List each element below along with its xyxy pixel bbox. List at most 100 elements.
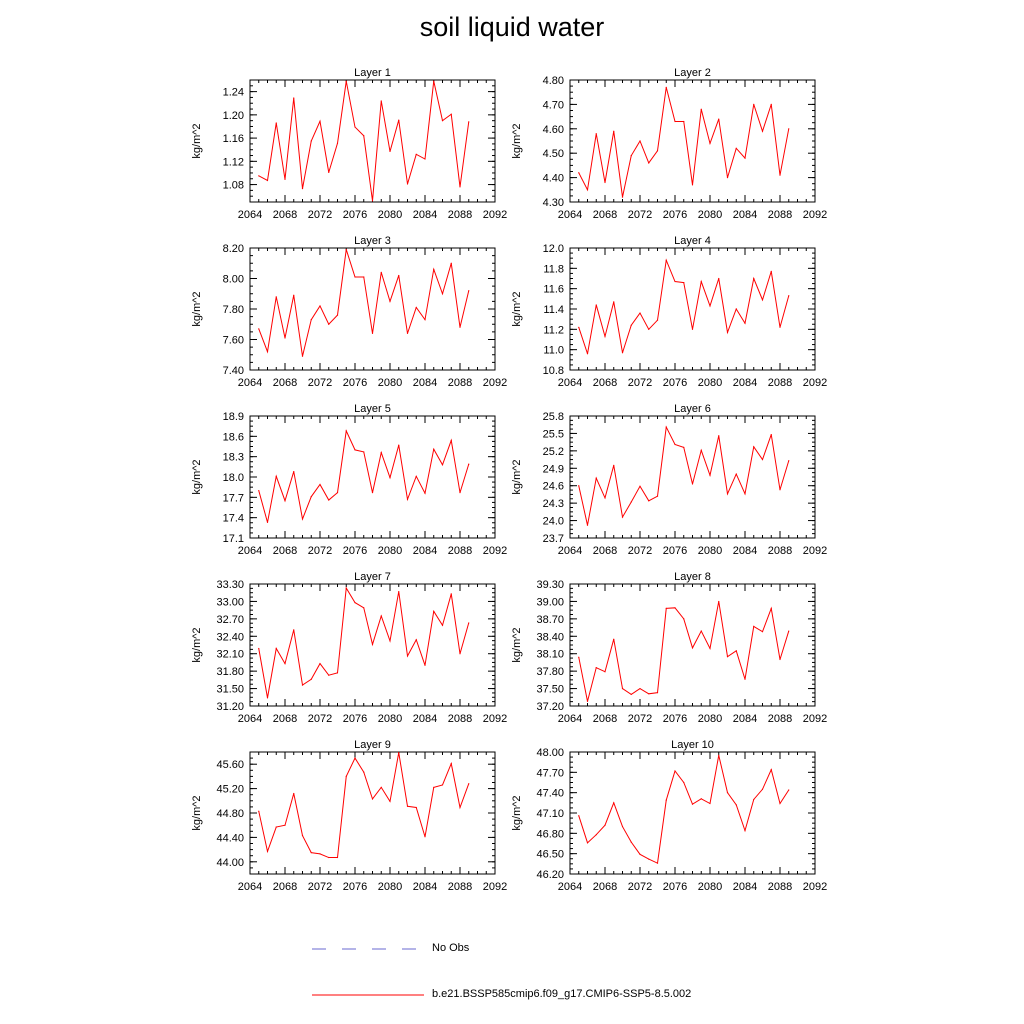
data-point [683,281,685,284]
data-point [735,804,737,806]
data-point [459,653,461,655]
panel-title: Layer 3 [354,235,391,247]
x-tick-label: 2084 [413,713,437,725]
x-tick-label: 2072 [628,545,652,557]
y-tick-label: 8.00 [223,274,244,286]
x-tick-label: 2064 [558,881,582,893]
data-point [639,853,641,855]
data-point [468,622,470,624]
plot-frame [249,751,496,875]
data-point [753,798,755,801]
data-point [380,615,382,617]
x-tick-label: 2092 [483,545,507,557]
data-point [380,452,382,454]
data-point [683,618,685,620]
series-line [578,87,790,198]
plot-frame [569,247,816,371]
x-tick-label: 2092 [483,713,507,725]
data-point [389,300,391,302]
y-tick-label: 24.9 [543,463,564,475]
data-point [354,601,356,604]
y-tick-label: 38.70 [536,614,564,626]
data-point [665,607,667,610]
plot-frame [569,751,816,875]
y-tick-label: 46.50 [536,849,564,861]
data-point [648,500,650,502]
x-tick-label: 2084 [733,377,757,389]
legend-model-label: b.e21.BSSP585cmip6.f09_g17.CMIP6-SSP5-8.… [432,988,692,1000]
data-point [674,770,676,772]
x-tick-label: 2072 [308,209,332,221]
y-tick-label: 31.80 [216,666,244,678]
data-point [275,296,277,298]
x-tick-label: 2068 [273,881,297,893]
y-tick-label: 10.8 [543,365,564,377]
data-point [770,433,772,436]
x-tick-label: 2084 [733,545,757,557]
data-point [450,593,452,595]
data-point [674,443,676,446]
data-point [319,305,321,307]
y-tick-label: 18.9 [223,411,244,423]
data-point [735,473,737,475]
data-point [293,629,295,631]
y-axis-label: kg/m^2 [191,459,203,494]
data-point [726,656,729,658]
data-point [613,464,615,466]
data-point [266,351,269,353]
data-point [345,80,347,82]
panel-title: Layer 6 [674,403,711,415]
data-point [761,458,764,461]
data-point [354,757,356,759]
data-point [674,280,676,283]
x-tick-label: 2064 [238,713,262,725]
data-point [301,355,304,357]
data-point [639,485,641,487]
x-tick-label: 2092 [483,209,507,221]
data-point [656,692,659,694]
data-point [310,496,312,498]
y-tick-label: 17.7 [223,492,244,504]
x-tick-label: 2064 [238,377,262,389]
data-point [709,305,711,307]
data-point [770,769,772,771]
panel-title: Layer 10 [671,739,714,751]
data-point [753,277,755,280]
data-point [468,121,470,123]
legend-model-line [312,994,424,996]
data-point [336,672,339,674]
x-tick-label: 2072 [308,377,332,389]
y-axis-label: kg/m^2 [511,123,523,158]
data-point [328,323,330,325]
data-point [424,158,426,160]
data-point [691,483,694,485]
data-point [700,798,702,800]
data-point [275,826,277,828]
data-point [630,841,632,843]
data-point [319,483,321,486]
x-tick-label: 2080 [698,545,722,557]
data-point [301,518,304,520]
data-point [648,328,650,330]
y-tick-label: 48.00 [536,747,564,759]
data-point [415,153,417,155]
y-tick-label: 4.50 [543,148,564,160]
x-tick-label: 2068 [593,545,617,557]
data-point [345,775,347,778]
panel-layer-3: Layer 3 2064 2068 2072 2076 2080 2084 2088 2092 7… [191,235,507,389]
y-tick-label: 37.20 [536,701,564,713]
data-point [441,120,444,122]
data-point [319,662,321,665]
data-point [735,147,737,149]
x-tick-label: 2064 [558,545,582,557]
plot-frame [249,415,496,539]
data-point [424,319,426,321]
data-point [761,788,764,790]
y-tick-label: 47.70 [536,767,564,779]
data-point [639,687,641,690]
y-tick-label: 45.60 [216,759,244,771]
data-point [691,647,694,649]
y-tick-label: 37.80 [536,666,564,678]
data-point [656,319,659,321]
x-tick-label: 2076 [663,209,687,221]
